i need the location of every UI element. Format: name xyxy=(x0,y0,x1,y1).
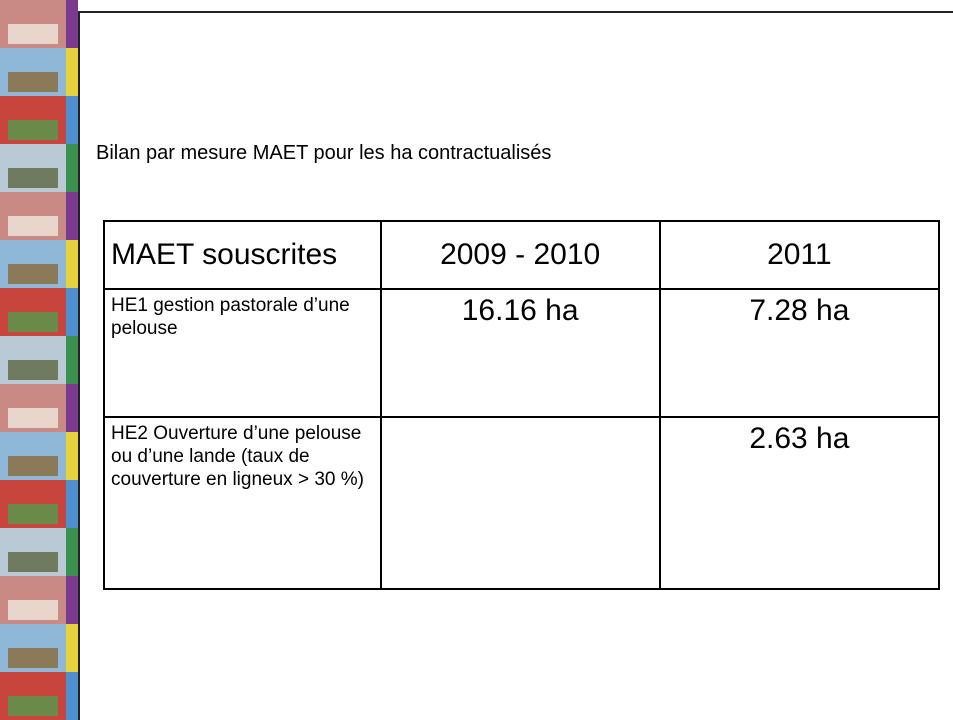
strip-tile xyxy=(66,48,78,96)
cell: 2.63 ha xyxy=(660,417,939,589)
row: HE2 Ouverture d’une pelouse ou d’une lan… xyxy=(104,417,939,589)
subtitle: Bilan par mesure MAET pour les ha contra… xyxy=(96,142,551,165)
strip-tile xyxy=(8,264,58,284)
strip-tile xyxy=(66,96,78,144)
strip-tile xyxy=(66,384,78,432)
strip-tile xyxy=(66,336,78,384)
strip-tile xyxy=(66,528,78,576)
cell: HE2 Ouverture d’une pelouse ou d’une lan… xyxy=(104,417,381,589)
strip-tile xyxy=(66,576,78,624)
strip-tile xyxy=(8,504,58,524)
strip-tile xyxy=(8,552,58,572)
cell: 7.28 ha xyxy=(660,289,939,417)
strip-tile xyxy=(8,168,58,188)
strip-tile xyxy=(8,120,58,140)
strip-tile xyxy=(66,288,78,336)
header-cell: MAET souscrites xyxy=(104,221,381,289)
strip-tile xyxy=(8,696,58,716)
strip-tile xyxy=(66,480,78,528)
strip-tile xyxy=(8,360,58,380)
cell xyxy=(381,417,660,589)
strip-tile xyxy=(8,456,58,476)
strip-tile xyxy=(66,0,78,48)
cell: 16.16 ha xyxy=(381,289,660,417)
strip-tile xyxy=(8,216,58,236)
decorative-strip xyxy=(0,0,78,720)
rule-horizontal xyxy=(78,11,953,13)
header-cell: 2011 xyxy=(660,221,939,289)
strip-tile xyxy=(66,144,78,192)
strip-tile xyxy=(8,312,58,332)
strip-tile xyxy=(66,240,78,288)
strip-tile xyxy=(8,648,58,668)
cell: HE1 gestion pastorale d’une pelouse xyxy=(104,289,381,417)
header-cell: 2009 - 2010 xyxy=(381,221,660,289)
slide: Bilan par mesure MAET pour les ha contra… xyxy=(0,0,953,720)
strip-tile xyxy=(66,672,78,720)
strip-tile xyxy=(66,432,78,480)
strip-tile xyxy=(8,72,58,92)
rule-vertical xyxy=(78,12,80,720)
strip-tile xyxy=(8,408,58,428)
strip-tile xyxy=(66,192,78,240)
strip-tile xyxy=(8,600,58,620)
strip-tile xyxy=(8,24,58,44)
strip-tile xyxy=(66,624,78,672)
